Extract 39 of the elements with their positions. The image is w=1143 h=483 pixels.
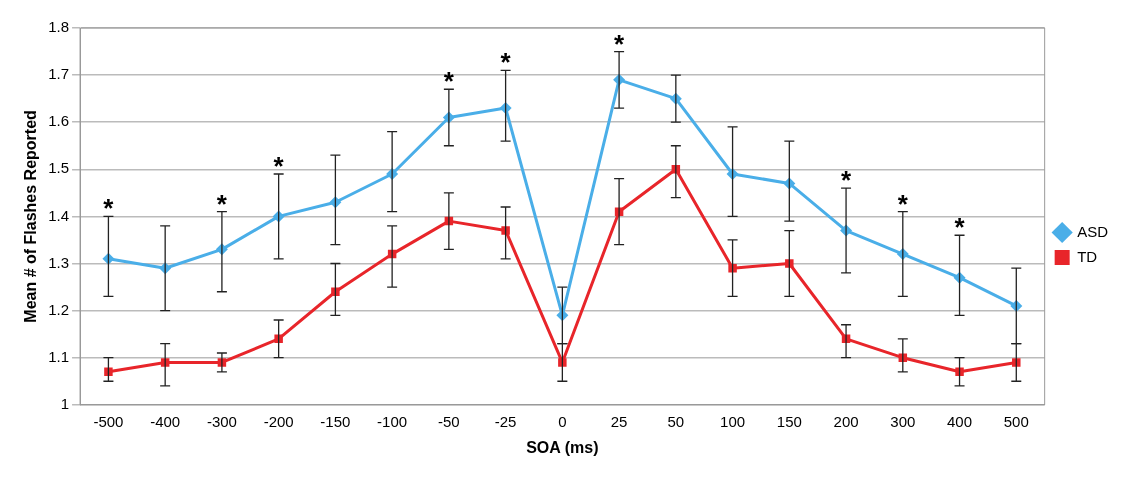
x-tick-label: 400 bbox=[947, 412, 973, 430]
x-tick-label: -400 bbox=[150, 412, 181, 430]
x-tick-label: -25 bbox=[494, 412, 517, 430]
annotation: * bbox=[103, 193, 115, 224]
x-tick-label: 200 bbox=[833, 412, 859, 430]
x-tick-label: -100 bbox=[377, 412, 408, 430]
annotation: * bbox=[273, 151, 285, 182]
x-tick-label: -200 bbox=[263, 412, 294, 430]
y-tick-label: 1 bbox=[60, 394, 70, 412]
legend-label: TD bbox=[1077, 247, 1098, 265]
x-tick-label: 0 bbox=[558, 412, 567, 430]
x-tick-label: 100 bbox=[720, 412, 746, 430]
x-tick-label: -50 bbox=[438, 412, 460, 430]
annotation: * bbox=[443, 66, 455, 97]
y-axis-title: Mean # of Flashes Reported bbox=[22, 110, 40, 323]
annotation: * bbox=[216, 188, 228, 219]
x-tick-label: -150 bbox=[320, 412, 351, 430]
x-axis-title: SOA (ms) bbox=[526, 438, 599, 456]
y-tick-label: 1.5 bbox=[48, 159, 70, 177]
x-tick-label: 150 bbox=[776, 412, 802, 430]
x-tick-label: 300 bbox=[890, 412, 916, 430]
y-tick-label: 1.6 bbox=[48, 112, 70, 130]
annotation: * bbox=[841, 165, 852, 196]
annotation: * bbox=[500, 47, 512, 78]
x-tick-label: -500 bbox=[93, 412, 124, 430]
annotation: * bbox=[954, 212, 966, 243]
y-tick-label: 1.4 bbox=[48, 206, 70, 224]
annotation: * bbox=[897, 188, 909, 219]
annotation: * bbox=[614, 28, 626, 59]
legend-label: ASD bbox=[1077, 222, 1109, 240]
x-tick-label: -300 bbox=[206, 412, 237, 430]
y-tick-label: 1.1 bbox=[48, 347, 70, 365]
x-tick-label: 50 bbox=[667, 412, 685, 430]
y-tick-label: 1.2 bbox=[48, 300, 70, 318]
x-tick-label: 500 bbox=[1003, 412, 1029, 430]
y-tick-label: 1.8 bbox=[48, 18, 70, 36]
y-tick-label: 1.7 bbox=[48, 65, 70, 83]
x-tick-label: 25 bbox=[610, 412, 628, 430]
y-tick-label: 1.3 bbox=[48, 253, 70, 271]
